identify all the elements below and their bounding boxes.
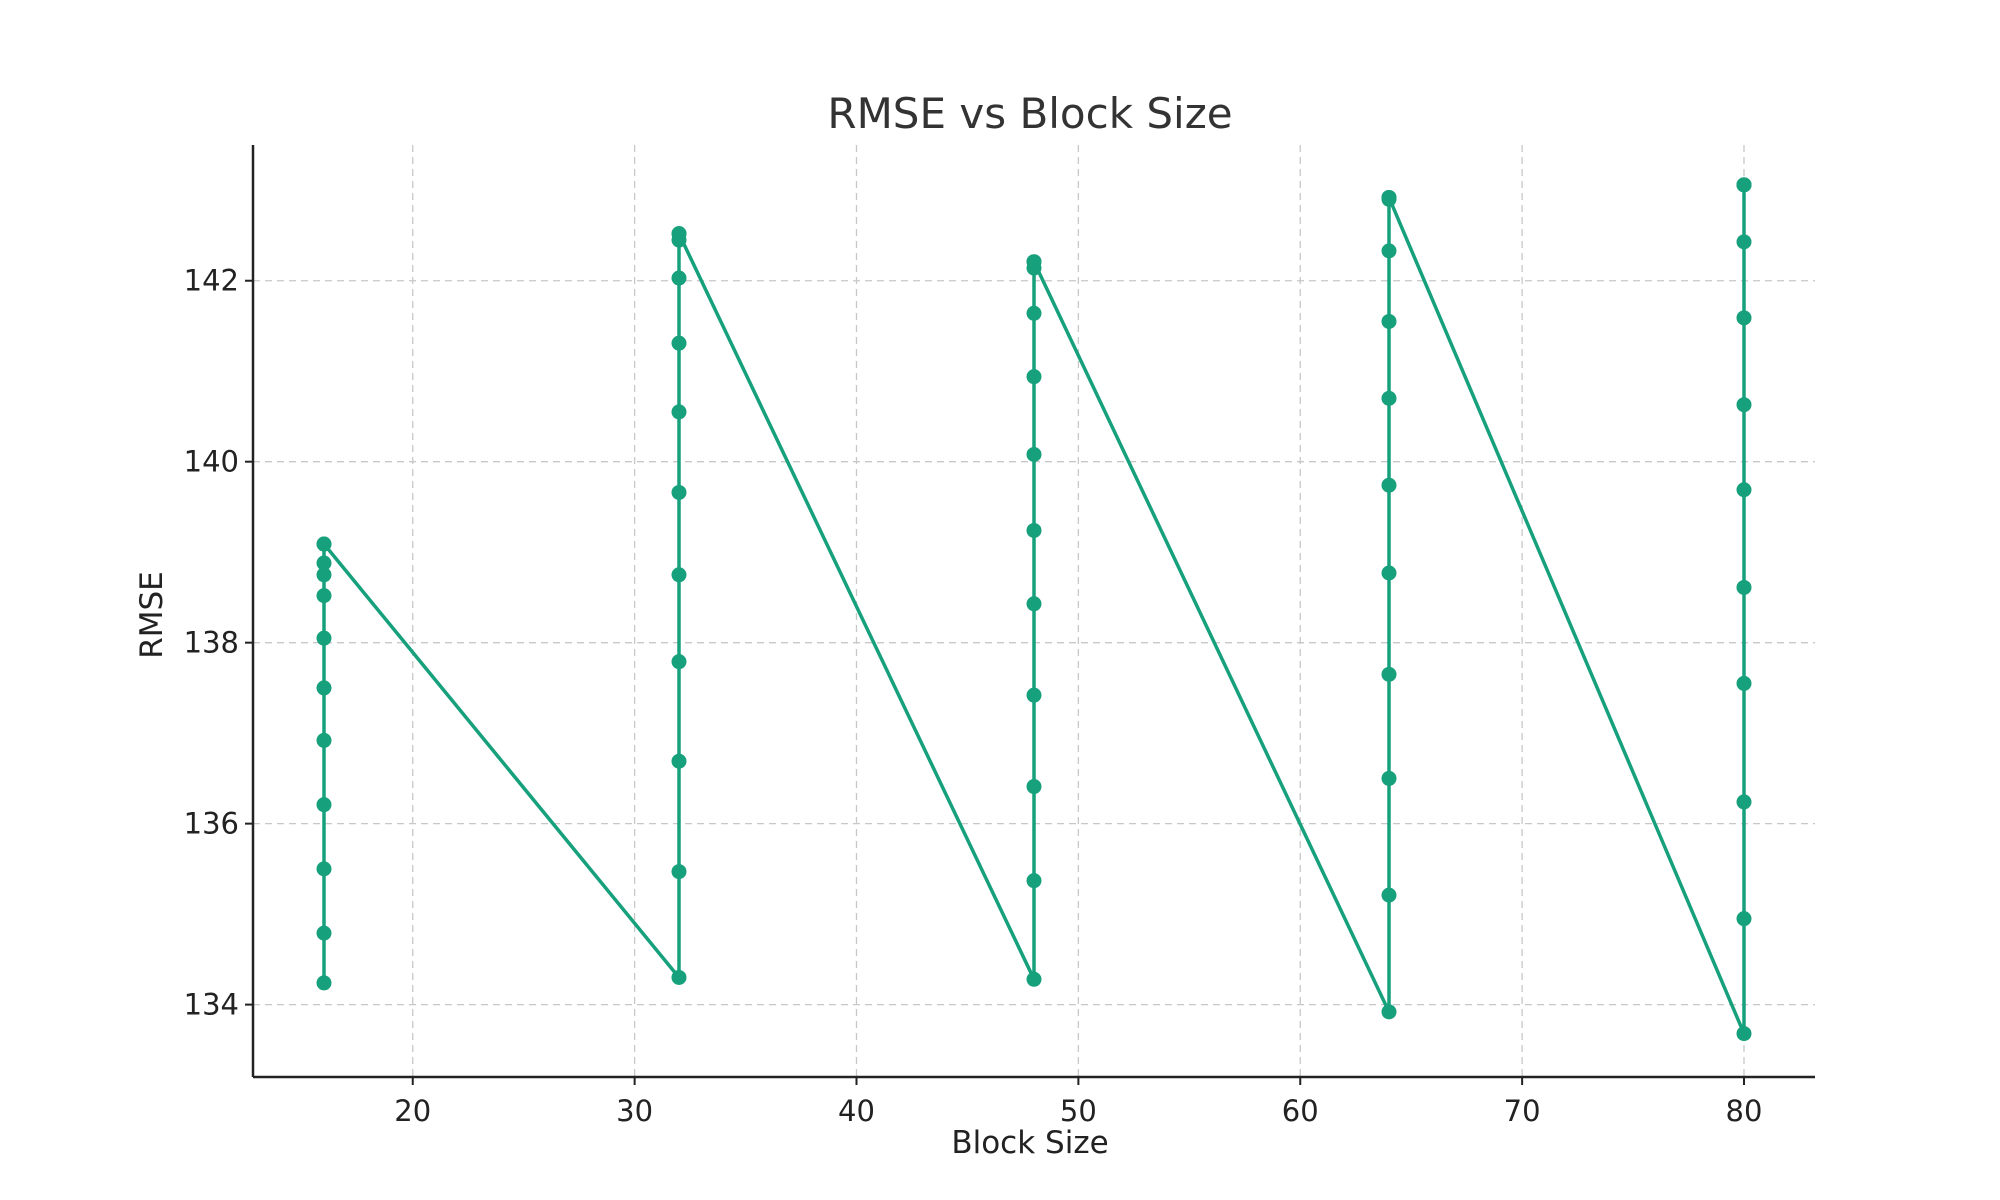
x-axis-label: Block Size <box>951 1125 1108 1161</box>
data-point <box>1381 189 1397 205</box>
data-point <box>316 630 332 646</box>
data-point <box>671 969 687 985</box>
data-point <box>316 588 332 604</box>
data-point <box>1026 254 1042 270</box>
data-point <box>1381 313 1397 329</box>
data-point <box>1381 565 1397 581</box>
data-point <box>671 864 687 880</box>
data-point <box>1381 887 1397 903</box>
data-point <box>1381 666 1397 682</box>
data-point <box>1736 177 1752 193</box>
data-point <box>1736 675 1752 691</box>
data-point <box>316 567 332 583</box>
y-tick-label: 140 <box>184 445 239 479</box>
x-tick-label: 50 <box>1060 1094 1097 1128</box>
data-point <box>1381 1004 1397 1020</box>
data-point <box>1736 234 1752 250</box>
x-tick-label: 80 <box>1726 1094 1763 1128</box>
x-tick-label: 70 <box>1504 1094 1541 1128</box>
data-point <box>671 484 687 500</box>
data-point <box>1026 369 1042 385</box>
axes-layer: 20 30 40 50 60 70 80 134 136 138 140 142 <box>184 145 1815 1128</box>
chart-title: RMSE vs Block Size <box>827 89 1232 138</box>
data-point <box>1026 971 1042 987</box>
data-point <box>1736 794 1752 810</box>
data-point <box>316 732 332 748</box>
data-point <box>1381 390 1397 406</box>
data-point <box>671 753 687 769</box>
data-point <box>1026 687 1042 703</box>
data-point <box>1736 579 1752 595</box>
data-point <box>1736 1026 1752 1042</box>
x-tick-label: 20 <box>394 1094 431 1128</box>
data-point <box>316 680 332 696</box>
y-tick-label: 138 <box>184 626 239 660</box>
data-point <box>1026 596 1042 612</box>
series-layer <box>316 177 1752 1042</box>
data-point <box>671 404 687 420</box>
data-point <box>1381 243 1397 259</box>
x-tick-label: 60 <box>1282 1094 1319 1128</box>
data-point <box>1026 305 1042 321</box>
y-tick-label: 142 <box>184 264 239 298</box>
data-point <box>316 555 332 571</box>
data-point <box>316 925 332 941</box>
data-point <box>671 654 687 670</box>
data-point <box>1381 770 1397 786</box>
data-point <box>1736 310 1752 326</box>
data-point <box>316 797 332 813</box>
x-tick-label: 40 <box>838 1094 875 1128</box>
data-point <box>671 567 687 583</box>
data-point <box>1026 446 1042 462</box>
x-tick-label: 30 <box>616 1094 653 1128</box>
data-point <box>1026 522 1042 538</box>
data-point <box>1026 873 1042 889</box>
y-axis-label: RMSE <box>134 571 170 659</box>
data-point <box>671 226 687 242</box>
data-point <box>1736 397 1752 413</box>
y-tick-label: 134 <box>184 988 239 1022</box>
data-point <box>316 975 332 991</box>
data-point <box>1736 482 1752 498</box>
data-point <box>316 861 332 877</box>
y-tick-label: 136 <box>184 807 239 841</box>
data-point <box>671 270 687 286</box>
data-point <box>1026 779 1042 795</box>
data-point <box>316 536 332 552</box>
data-point <box>1381 477 1397 493</box>
data-point <box>1736 911 1752 927</box>
data-point <box>671 335 687 351</box>
